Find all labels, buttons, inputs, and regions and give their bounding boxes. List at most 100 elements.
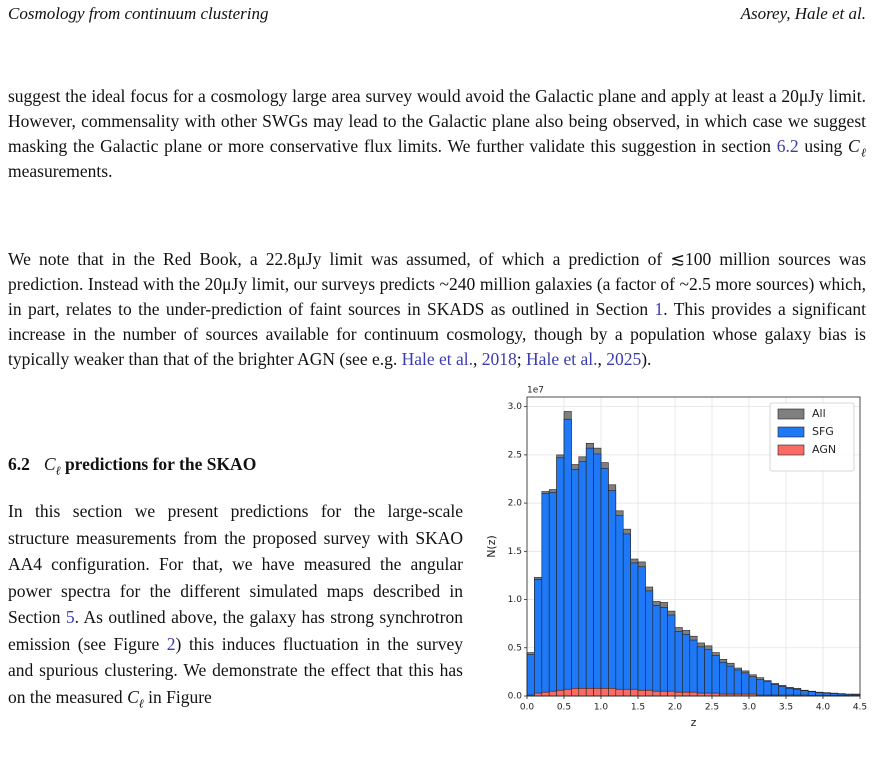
histogram-bar	[756, 679, 765, 697]
histogram-bar	[748, 676, 757, 697]
histogram-bar	[608, 490, 617, 697]
x-tick-label: 4.5	[853, 703, 867, 713]
x-tick-label: 2.0	[668, 703, 683, 713]
histogram-bar	[770, 684, 779, 697]
section-heading: 6.2 Cℓ predictions for the SKAO	[8, 454, 257, 478]
y-tick-label: 3.0	[508, 402, 523, 412]
histogram-bar	[556, 689, 565, 697]
paragraph: We note that in the Red Book, a 22.8μJy …	[8, 247, 866, 372]
x-tick-label: 2.5	[705, 703, 719, 713]
histogram-bar	[674, 631, 683, 697]
histogram-bar	[578, 687, 587, 697]
histogram-bar	[563, 418, 572, 697]
histogram-bar	[726, 665, 735, 697]
paragraph: In this section we present predictions f…	[8, 498, 463, 710]
text: . As outlined above, the galaxy has stro…	[8, 607, 463, 654]
histogram-bar	[659, 690, 668, 697]
link[interactable]: 2	[166, 633, 176, 654]
math-subscript: ℓ	[55, 463, 61, 478]
text: using	[798, 136, 848, 156]
histogram-bar	[704, 649, 713, 697]
histogram-bar	[585, 447, 594, 697]
y-tick-label: 1.5	[508, 547, 522, 557]
histogram-bar	[534, 692, 543, 697]
section-title: predictions for the SKAO	[60, 454, 257, 474]
histogram-bar	[541, 493, 550, 697]
histogram-bar	[615, 688, 624, 697]
y-axis-label: N(z)	[485, 535, 498, 558]
y-tick-label: 0.0	[508, 692, 523, 702]
citation[interactable]: Hale et al.	[526, 349, 598, 369]
math-subscript: ℓ	[859, 145, 867, 160]
plot-frame	[526, 396, 861, 697]
text: ) this induces fluctuation in the survey…	[8, 633, 463, 707]
histogram-bar	[719, 661, 728, 697]
histogram-bar	[711, 692, 720, 697]
histogram-bar	[608, 687, 617, 697]
math: C	[43, 454, 56, 474]
histogram-bar	[541, 691, 550, 697]
x-tick-label: 1.0	[594, 703, 609, 713]
legend-swatch	[777, 426, 805, 438]
histogram-bar	[763, 681, 772, 697]
histogram-bar	[645, 689, 654, 697]
link[interactable]: 1	[654, 299, 664, 319]
link[interactable]: 5	[65, 607, 75, 627]
histogram-bar	[534, 578, 543, 697]
text: ;	[516, 349, 527, 369]
histogram-bar	[674, 691, 683, 697]
x-tick-label: 0.5	[557, 703, 571, 713]
histogram-bar	[615, 515, 624, 697]
x-tick-label: 1.5	[631, 703, 645, 713]
histogram-bar	[600, 468, 609, 697]
link[interactable]: 6.2	[776, 136, 799, 156]
histogram-bar	[571, 469, 580, 697]
histogram-bar	[593, 453, 602, 697]
text: measurements.	[8, 161, 113, 181]
paragraph: suggest the ideal focus for a cosmology …	[8, 84, 866, 184]
citation[interactable]: 2025	[606, 349, 642, 369]
y-tick-label: 0.5	[508, 643, 522, 653]
histogram-bar	[548, 492, 557, 697]
y-tick-label: 2.0	[508, 499, 523, 509]
histogram-bar	[704, 692, 713, 697]
y-tick-label: 1.0	[508, 595, 523, 605]
histogram-bar	[689, 639, 698, 697]
text: . This provides a significant increase i…	[8, 299, 867, 369]
histogram-bar	[630, 562, 639, 697]
citation[interactable]: Hale et al.	[401, 349, 474, 369]
histogram-bar	[659, 606, 668, 697]
running-authors: Asorey, Hale et al.	[740, 4, 866, 23]
histogram-bar	[733, 669, 742, 697]
x-tick-label: 3.5	[779, 703, 793, 713]
text: We note that in the Red Book, a 22.8μJy …	[8, 249, 866, 319]
x-tick-label: 0.0	[520, 703, 535, 713]
legend-label: SFG	[812, 425, 834, 438]
text: in Figure	[143, 686, 212, 707]
legend: All SFG AGN	[769, 402, 855, 472]
histogram-bar	[689, 691, 698, 697]
citation[interactable]: 2018	[481, 349, 517, 369]
histogram-bar	[667, 690, 676, 697]
math: C	[847, 136, 860, 156]
histogram-bar	[556, 457, 565, 697]
histogram-bar	[696, 646, 705, 697]
histogram-bar	[652, 605, 661, 697]
text: ,	[473, 349, 482, 369]
math-subscript: ℓ	[138, 696, 144, 710]
legend-label: AGN	[812, 443, 836, 456]
histogram-bar	[682, 633, 691, 697]
y-tick-label: 2.5	[508, 450, 522, 460]
histogram-bar	[630, 688, 639, 697]
histogram-bar	[563, 688, 572, 697]
section-number: 6.2	[8, 454, 30, 474]
histogram-bar	[652, 690, 661, 697]
x-tick-label: 4.0	[816, 703, 831, 713]
histogram-bar	[578, 461, 587, 697]
histogram-bar	[622, 533, 631, 697]
text: ).	[641, 349, 652, 369]
histogram-bar	[593, 687, 602, 697]
text: suggest the ideal focus for a cosmology …	[8, 86, 866, 156]
legend-swatch	[777, 444, 805, 456]
histogram-bar	[637, 566, 646, 697]
